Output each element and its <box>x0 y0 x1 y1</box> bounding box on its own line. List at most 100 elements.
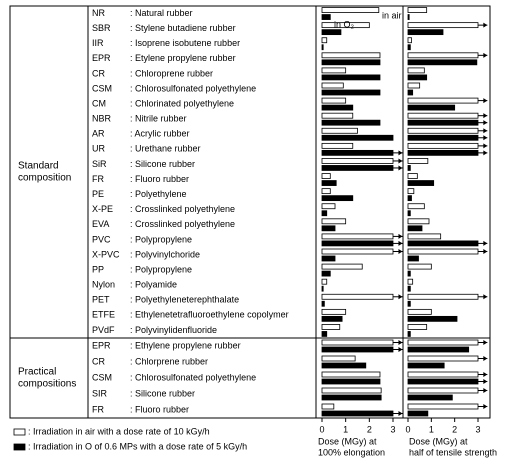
abbreviation: FR <box>92 174 104 184</box>
bar <box>407 97 479 104</box>
bar <box>407 149 479 156</box>
material-name: : Chloroprene rubber <box>130 68 213 78</box>
bar <box>321 112 354 119</box>
bar <box>321 119 381 126</box>
bar <box>321 82 344 89</box>
bar <box>321 394 382 401</box>
bar <box>321 339 394 346</box>
legend-swatch <box>13 443 26 451</box>
bar <box>407 7 428 13</box>
bar <box>407 339 479 346</box>
overflow-arrowhead <box>483 135 488 141</box>
bar <box>407 255 419 262</box>
bar <box>321 22 370 29</box>
overflow-arrowhead <box>483 404 488 409</box>
overflow-arrowhead <box>483 294 488 300</box>
bar <box>407 74 428 81</box>
bar <box>407 203 425 210</box>
bar <box>407 394 453 401</box>
bar <box>407 52 479 59</box>
abbreviation: CSM <box>92 372 112 382</box>
abbreviation: SiR <box>92 159 107 169</box>
annotation: in air <box>382 10 402 20</box>
material-name: : Chlorosulfonated polyethylene <box>130 83 256 93</box>
abbreviation: PET <box>92 295 110 305</box>
abbreviation: ETFE <box>92 310 115 320</box>
abbreviation: PVdF <box>92 325 115 335</box>
overflow-arrowhead <box>483 128 488 134</box>
bar <box>321 371 381 378</box>
bar <box>407 165 411 171</box>
legend-label: : Irradiation in O of 0.6 MPs with a dos… <box>28 441 247 451</box>
axis-label: half of tensile strength <box>409 447 497 457</box>
x-tick-label: 3 <box>475 424 480 434</box>
abbreviation: CSM <box>92 83 112 93</box>
bar <box>407 180 435 186</box>
bar <box>407 263 432 270</box>
overflow-arrowhead <box>398 340 403 345</box>
x-tick-label: 0 <box>319 424 324 434</box>
bar <box>407 225 423 232</box>
bar <box>407 233 442 240</box>
bar <box>407 403 479 410</box>
bar <box>321 59 381 66</box>
abbreviation: SBR <box>92 23 111 33</box>
overflow-arrowhead <box>483 120 488 126</box>
bar <box>321 44 324 51</box>
overflow-arrowhead <box>483 98 488 104</box>
abbreviation: CR <box>92 68 105 78</box>
bar <box>407 37 412 44</box>
bar <box>321 270 331 277</box>
bar <box>407 240 479 247</box>
bar <box>321 67 347 74</box>
axis-label: Dose (MGy) at <box>318 436 377 446</box>
bar <box>321 7 380 13</box>
group-label: Standard <box>18 161 59 172</box>
bar <box>407 195 412 202</box>
bar <box>321 248 394 255</box>
overflow-arrowhead <box>398 347 403 352</box>
bar <box>321 362 367 369</box>
bar <box>321 308 347 315</box>
bar <box>321 210 328 217</box>
bar <box>407 59 478 66</box>
abbreviation: NBR <box>92 114 112 124</box>
annotation: in O₂ <box>334 19 355 29</box>
bar <box>407 410 429 417</box>
bar <box>407 387 479 394</box>
bar <box>407 324 428 330</box>
bar <box>407 127 479 134</box>
bar <box>407 134 479 141</box>
x-tick-label: 0 <box>405 424 410 434</box>
material-name: : Acrylic rubber <box>130 129 190 139</box>
bar <box>321 188 331 195</box>
abbreviation: NR <box>92 8 105 18</box>
bar <box>407 158 429 164</box>
overflow-arrowhead <box>483 52 488 58</box>
overflow-arrowhead <box>483 150 488 156</box>
overflow-arrowhead <box>483 356 488 361</box>
material-name: : Isoprene isobutene rubber <box>130 38 240 48</box>
bar <box>407 331 411 337</box>
abbreviation: CR <box>92 356 105 366</box>
overflow-arrowhead <box>398 165 403 171</box>
bar <box>321 218 347 225</box>
bar <box>407 270 411 277</box>
material-name: : Fluoro rubber <box>130 174 189 184</box>
abbreviation: EVA <box>92 219 109 229</box>
bar <box>407 44 411 51</box>
abbreviation: FR <box>92 404 104 414</box>
bar <box>407 188 415 195</box>
frame <box>9 5 491 419</box>
bar <box>407 14 410 20</box>
material-name: : Silicone rubber <box>130 159 195 169</box>
abbreviation: PVC <box>92 234 111 244</box>
bar <box>321 149 394 156</box>
x-tick-label: 2 <box>452 424 457 434</box>
abbreviation: PE <box>92 189 104 199</box>
legend-label: : Irradiation in air with a dose rate of… <box>28 426 210 436</box>
bar <box>407 278 414 285</box>
bar <box>407 173 418 179</box>
overflow-arrowhead <box>398 411 403 416</box>
